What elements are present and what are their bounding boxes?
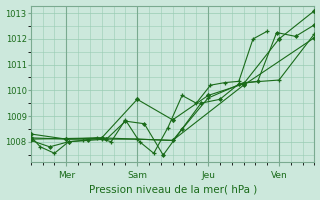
X-axis label: Pression niveau de la mer( hPa ): Pression niveau de la mer( hPa ) [89, 184, 257, 194]
